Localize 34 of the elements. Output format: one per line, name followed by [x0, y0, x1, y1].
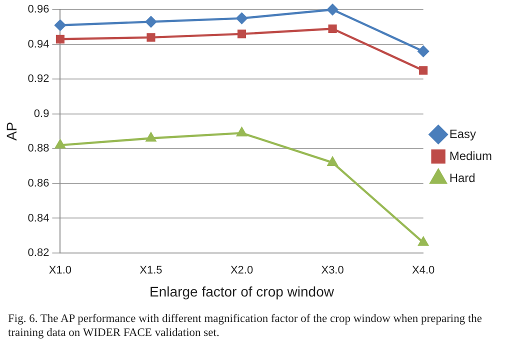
x-tick-label: X1.5 — [140, 264, 162, 277]
y-tick-label: 0.92 — [28, 73, 50, 86]
point — [237, 30, 246, 38]
x-tick-label: X2.0 — [230, 264, 254, 277]
y-tick-label: 0.82 — [28, 247, 50, 260]
legend-label: Hard — [449, 170, 476, 185]
point — [328, 156, 338, 166]
point — [418, 236, 428, 246]
y-tick-label: 0.9 — [34, 108, 50, 120]
x-tick-label: X1.0 — [48, 264, 72, 277]
point — [146, 33, 156, 42]
legend-label: Easy — [449, 126, 476, 141]
point — [55, 140, 66, 149]
point — [146, 132, 156, 142]
caption: Fig. 6. The AP performance with different magnification factor of the crop window when preparing the training data on WIDER FACE validation set. — [8, 312, 484, 340]
point — [326, 4, 338, 16]
x-axis-title: Enlarge factor of crop window — [150, 283, 335, 300]
y-tick-label: 0.86 — [28, 177, 50, 190]
point — [418, 46, 429, 57]
point — [328, 24, 337, 34]
point — [236, 127, 247, 136]
legend-label: Medium — [449, 148, 492, 163]
y-tick-label: 0.96 — [28, 4, 50, 16]
point — [56, 34, 64, 44]
y-axis-title: AP — [3, 122, 20, 141]
y-tick-label: 0.84 — [28, 212, 50, 224]
x-tick-label: X3.0 — [321, 264, 344, 277]
point — [54, 20, 66, 31]
point — [419, 66, 428, 75]
y-tick-label: 0.94 — [28, 38, 50, 50]
point — [145, 16, 157, 28]
point — [236, 12, 248, 24]
y-tick-label: 0.88 — [28, 142, 50, 155]
x-tick-label: X4.0 — [412, 264, 435, 277]
